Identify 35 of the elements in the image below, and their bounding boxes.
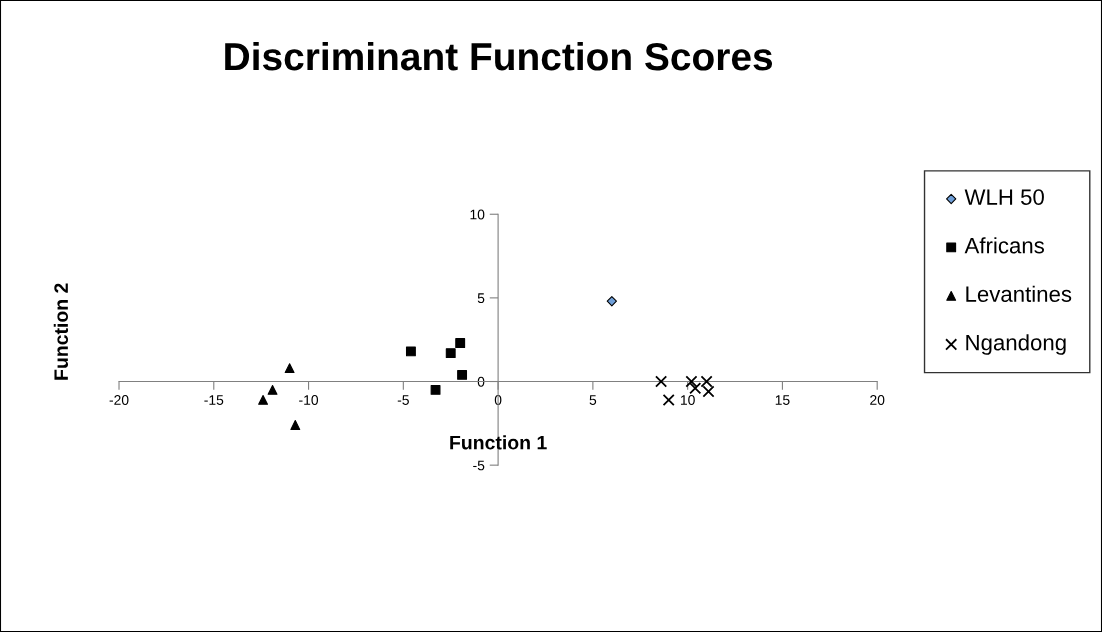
point [455, 338, 466, 348]
x-tick-label: 15 [775, 395, 790, 405]
legend-label: Levantines [966, 285, 1072, 302]
point [662, 393, 675, 406]
legend-label: Africans [964, 237, 1044, 254]
x-tick-label: 5 [589, 395, 597, 405]
x-tick-label: -5 [397, 395, 409, 405]
point [445, 348, 456, 359]
y-tick-label: -5 [473, 460, 485, 471]
legend-label: Ngandong [966, 334, 1066, 355]
y-tick-label: 10 [470, 209, 485, 220]
point [655, 375, 668, 388]
point [700, 375, 713, 388]
point [606, 296, 617, 307]
x-tick-label: -15 [204, 395, 224, 405]
point [685, 375, 698, 388]
point [258, 394, 269, 405]
point [457, 369, 468, 380]
point [405, 346, 416, 357]
point [267, 384, 278, 395]
y-tick-label: 5 [477, 293, 485, 304]
x-axis-title: Function 1 [450, 435, 547, 450]
point [430, 384, 441, 395]
chart-title: Discriminant Function Scores [225, 41, 773, 71]
point [702, 385, 715, 398]
point [689, 382, 702, 395]
y-axis-title: Function 2 [53, 283, 69, 380]
x-tick-label: -20 [109, 395, 129, 405]
x-tick-label: 20 [870, 395, 885, 405]
x-tick-label: 10 [680, 395, 695, 405]
x-tick-label: 0 [494, 395, 502, 405]
x-tick-label: -10 [299, 395, 319, 405]
legend-label: WLH 50 [964, 189, 1044, 205]
point [290, 420, 301, 430]
point [284, 363, 295, 374]
